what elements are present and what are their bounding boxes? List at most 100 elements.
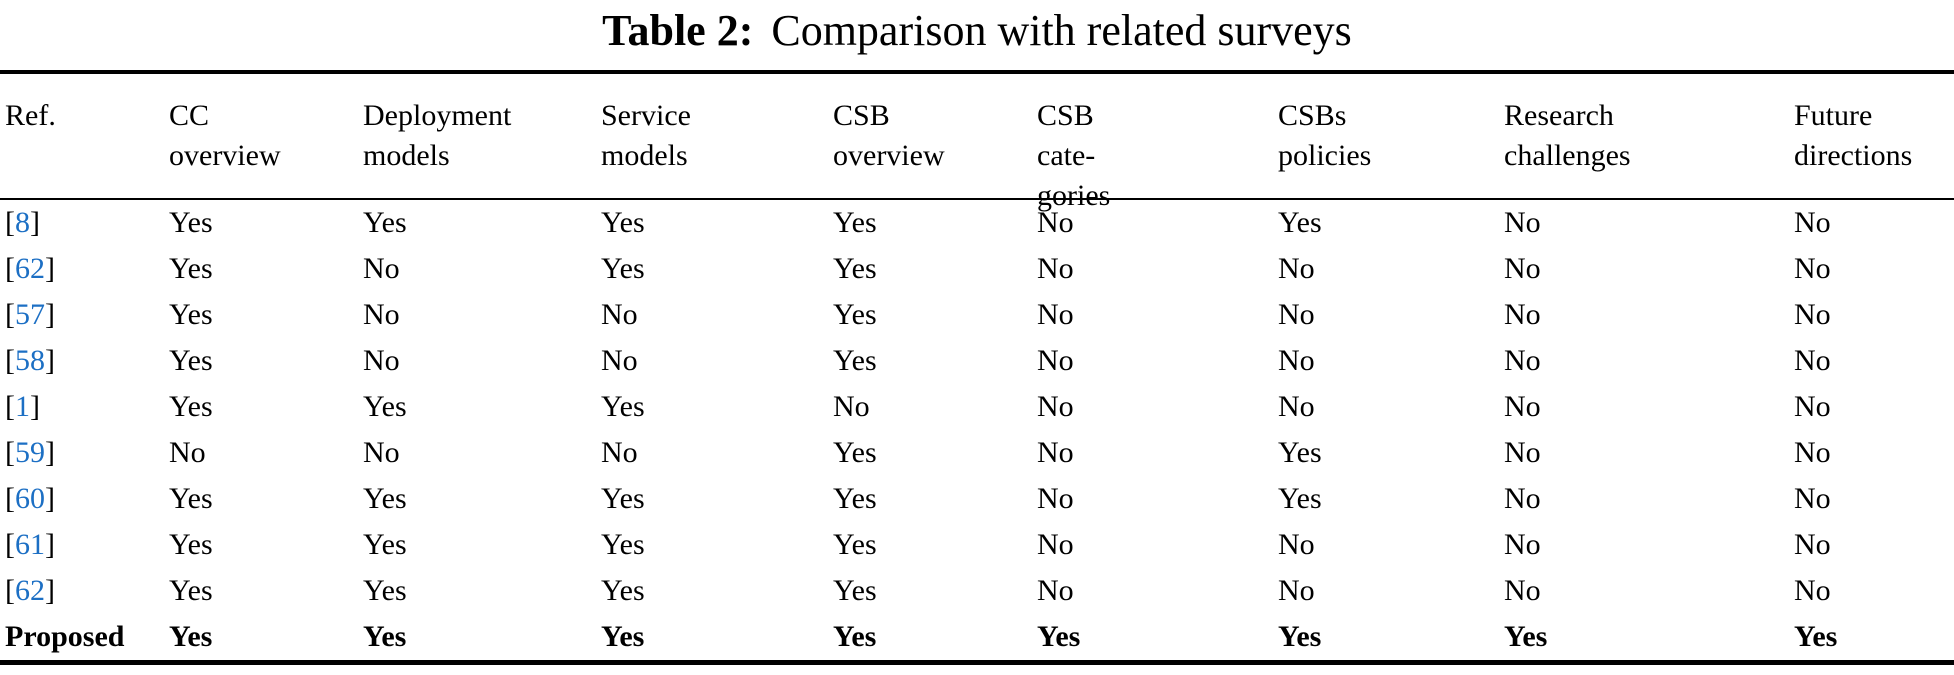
bracket-open: [ <box>5 528 15 561</box>
table-body: [8] Yes Yes Yes Yes No Yes No No [62] Ye… <box>0 199 1954 665</box>
bracket-open: [ <box>5 298 15 331</box>
table-row: [61] Yes Yes Yes Yes No No No No <box>0 522 1954 568</box>
bracket-close: ] <box>45 252 55 285</box>
proposed-row-label: Proposed <box>5 620 125 653</box>
table-row: [59] No No No Yes No Yes No No <box>0 430 1954 476</box>
bracket-close: ] <box>45 298 55 331</box>
comparison-table: Ref. CC overview Deployment models Servi… <box>0 70 1954 665</box>
bracket-close: ] <box>30 390 40 423</box>
table-row: [60] Yes Yes Yes Yes No Yes No No <box>0 476 1954 522</box>
value-cell-service-models: Yes <box>601 528 645 561</box>
bracket-close: ] <box>30 206 40 239</box>
value-cell-deployment-models: Yes <box>358 614 596 665</box>
value-cell-csb-overview: Yes <box>833 436 877 469</box>
bracket-open: [ <box>5 482 15 515</box>
table-row: [62] Yes No Yes Yes No No No No <box>0 246 1954 292</box>
ref-cell: [61] <box>0 522 164 568</box>
value-cell-csb-categories: No <box>1037 206 1074 239</box>
citation-link[interactable]: 60 <box>15 482 45 515</box>
citation-link[interactable]: 59 <box>15 436 45 469</box>
value-cell-csb-overview: Yes <box>833 482 877 515</box>
header-cell-research-challenges: Research challenges <box>1499 70 1789 200</box>
header-label: Future directions <box>1794 99 1913 172</box>
value-cell-future-directions: No <box>1794 206 1831 239</box>
citation-link[interactable]: 57 <box>15 298 45 331</box>
header-label: CSB overview <box>833 99 945 172</box>
value-cell-csb-categories: No <box>1037 252 1074 285</box>
bracket-close: ] <box>45 528 55 561</box>
table-row: [58] Yes No No Yes No No No No <box>0 338 1954 384</box>
value-cell-csb-overview: Yes <box>828 614 1032 665</box>
bracket-open: [ <box>5 390 15 423</box>
header-label: Deployment models <box>363 99 512 172</box>
header-label: CSBs policies <box>1278 99 1372 172</box>
value-cell-csbs-policies: No <box>1278 528 1315 561</box>
citation-link[interactable]: 62 <box>15 252 45 285</box>
value-cell-csbs-policies: Yes <box>1273 614 1499 665</box>
value-cell-deployment-models: No <box>363 252 400 285</box>
value-cell-csb-overview: Yes <box>833 574 877 607</box>
header-row: Ref. CC overview Deployment models Servi… <box>0 70 1954 212</box>
value-cell-csb-categories: No <box>1037 528 1074 561</box>
header-cell-deployment-models: Deployment models <box>358 70 596 200</box>
value-cell-cc-overview: Yes <box>169 482 213 515</box>
value-cell-csb-categories: No <box>1037 574 1074 607</box>
value-cell-csbs-policies: No <box>1278 574 1315 607</box>
bracket-open: [ <box>5 206 15 239</box>
header-label: CSB cate- gories <box>1037 99 1111 212</box>
value-cell-csbs-policies: No <box>1278 390 1315 423</box>
header-cell-csb-categories: CSB cate- gories <box>1032 70 1273 212</box>
ref-cell: [57] <box>0 292 164 338</box>
value-cell-research-challenges: Yes <box>1499 614 1789 665</box>
ref-cell: Proposed <box>0 614 164 665</box>
value-cell-cc-overview: Yes <box>169 252 213 285</box>
value-cell-deployment-models: No <box>363 298 400 331</box>
ref-cell: [59] <box>0 430 164 476</box>
value-cell-cc-overview: Yes <box>169 574 213 607</box>
value-cell-deployment-models: No <box>363 436 400 469</box>
table-row: Proposed Yes Yes Yes Yes Yes Yes Yes Yes <box>0 614 1954 665</box>
value-cell-csbs-policies: No <box>1278 344 1315 377</box>
value-cell-cc-overview: Yes <box>169 528 213 561</box>
value-cell-research-challenges: No <box>1504 390 1541 423</box>
value-cell-research-challenges: No <box>1504 344 1541 377</box>
bracket-close: ] <box>45 482 55 515</box>
value-cell-research-challenges: No <box>1504 298 1541 331</box>
value-cell-research-challenges: No <box>1504 206 1541 239</box>
bracket-open: [ <box>5 252 15 285</box>
value-cell-service-models: Yes <box>601 574 645 607</box>
ref-cell: [58] <box>0 338 164 384</box>
value-cell-deployment-models: Yes <box>363 574 407 607</box>
value-cell-service-models: No <box>601 298 638 331</box>
value-cell-csbs-policies: Yes <box>1278 206 1322 239</box>
header-cell-ref: Ref. <box>0 70 164 200</box>
citation-link[interactable]: 1 <box>15 390 30 423</box>
bracket-open: [ <box>5 344 15 377</box>
citation-link[interactable]: 61 <box>15 528 45 561</box>
bracket-open: [ <box>5 574 15 607</box>
citation-link[interactable]: 58 <box>15 344 45 377</box>
value-cell-csbs-policies: No <box>1278 252 1315 285</box>
table-row: [57] Yes No No Yes No No No No <box>0 292 1954 338</box>
table-caption: Table 2: Comparison with related surveys <box>0 0 1954 70</box>
value-cell-csb-overview: Yes <box>833 528 877 561</box>
value-cell-future-directions: No <box>1794 574 1831 607</box>
ref-cell: [62] <box>0 246 164 292</box>
value-cell-csb-overview: Yes <box>833 252 877 285</box>
citation-link[interactable]: 8 <box>15 206 30 239</box>
value-cell-csb-categories: Yes <box>1032 614 1273 665</box>
bracket-open: [ <box>5 436 15 469</box>
value-cell-csbs-policies: Yes <box>1278 436 1322 469</box>
table-row: [8] Yes Yes Yes Yes No Yes No No <box>0 199 1954 246</box>
citation-link[interactable]: 62 <box>15 574 45 607</box>
header-cell-future-directions: Future directions <box>1789 70 1954 200</box>
header-cell-cc-overview: CC overview <box>164 70 358 200</box>
value-cell-csb-categories: No <box>1037 298 1074 331</box>
value-cell-research-challenges: No <box>1504 574 1541 607</box>
header-label: Service models <box>601 99 691 172</box>
value-cell-csb-categories: No <box>1037 436 1074 469</box>
value-cell-service-models: Yes <box>596 614 828 665</box>
value-cell-csb-overview: Yes <box>833 298 877 331</box>
value-cell-research-challenges: No <box>1504 436 1541 469</box>
